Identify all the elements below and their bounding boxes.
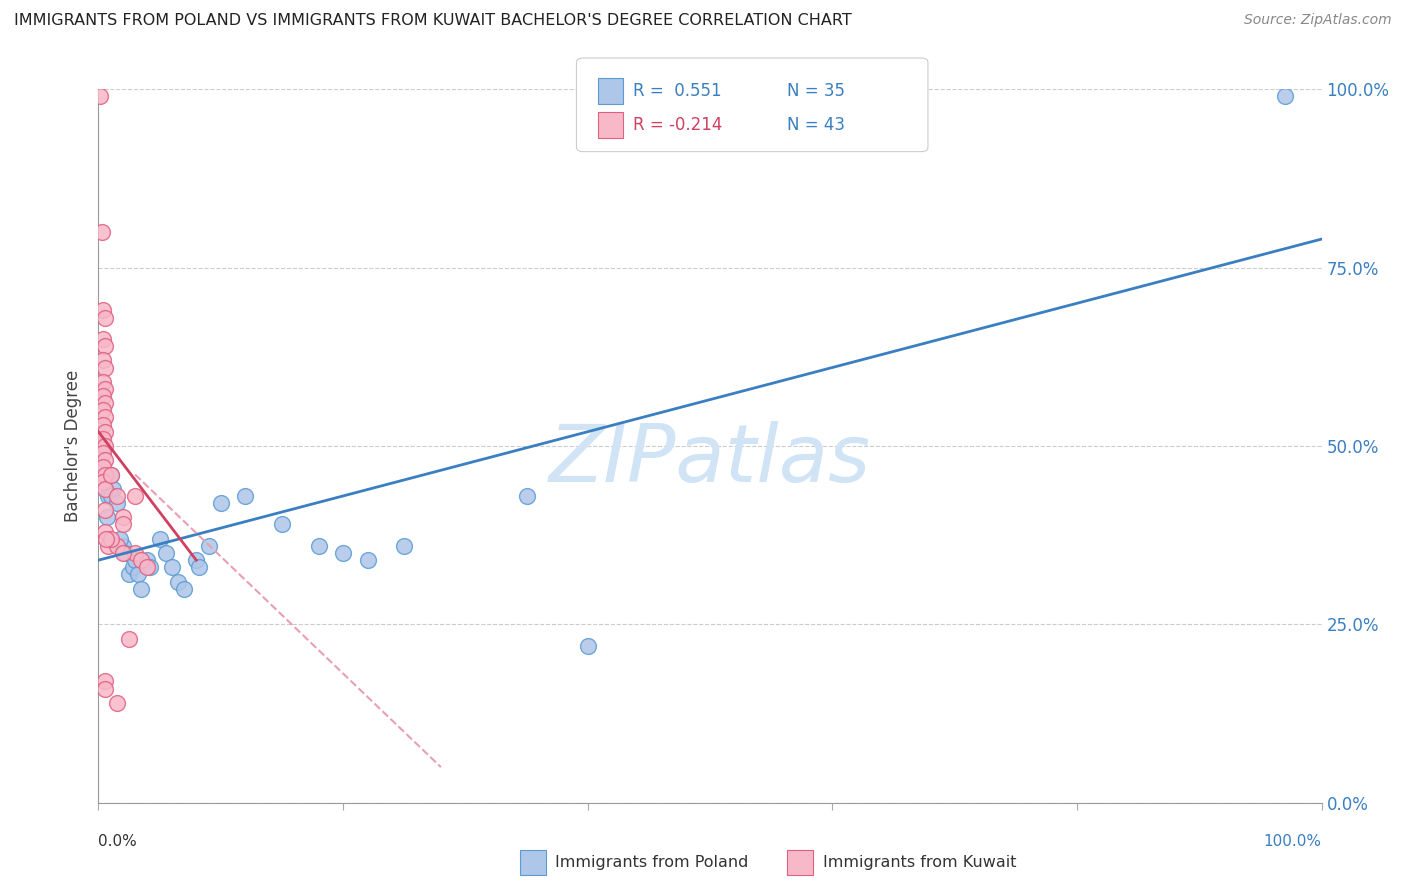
Point xyxy=(124,553,146,567)
Point xyxy=(96,510,118,524)
Point xyxy=(93,410,115,425)
Point xyxy=(111,517,134,532)
Point xyxy=(209,496,232,510)
Point xyxy=(186,553,208,567)
Point xyxy=(91,389,114,403)
Point xyxy=(124,546,146,560)
Point xyxy=(93,482,115,496)
Text: Immigrants from Kuwait: Immigrants from Kuwait xyxy=(823,855,1017,870)
Point xyxy=(97,539,120,553)
Text: 100.0%: 100.0% xyxy=(1264,834,1322,849)
Text: Source: ZipAtlas.com: Source: ZipAtlas.com xyxy=(1244,13,1392,28)
Point xyxy=(91,446,114,460)
Point xyxy=(118,567,141,582)
Point xyxy=(93,524,115,539)
Point xyxy=(93,396,115,410)
Point xyxy=(91,353,114,368)
Point xyxy=(356,553,378,567)
Point xyxy=(233,489,256,503)
Point xyxy=(91,332,114,346)
Point xyxy=(308,539,330,553)
Text: Immigrants from Poland: Immigrants from Poland xyxy=(555,855,749,870)
Text: ZIPatlas: ZIPatlas xyxy=(548,421,872,500)
Point xyxy=(111,546,134,560)
Point xyxy=(332,546,354,560)
Point xyxy=(118,632,141,646)
Point xyxy=(1274,89,1296,103)
Point xyxy=(136,553,159,567)
Point xyxy=(91,432,114,446)
Point xyxy=(100,467,122,482)
Point xyxy=(155,546,177,560)
Point xyxy=(160,560,183,574)
Point xyxy=(187,560,209,574)
Point xyxy=(91,475,114,489)
Point xyxy=(124,489,146,503)
Y-axis label: Bachelor's Degree: Bachelor's Degree xyxy=(65,370,83,522)
Text: N = 35: N = 35 xyxy=(787,82,845,100)
Point xyxy=(516,489,538,503)
Text: N = 43: N = 43 xyxy=(787,116,845,134)
Text: 0.0%: 0.0% xyxy=(98,834,138,849)
Point xyxy=(167,574,190,589)
Point xyxy=(139,560,162,574)
Point xyxy=(93,674,115,689)
Point xyxy=(93,439,115,453)
Point xyxy=(111,539,134,553)
Point xyxy=(101,482,124,496)
Point xyxy=(105,489,128,503)
Point xyxy=(392,539,416,553)
Point xyxy=(93,360,115,375)
Point xyxy=(105,496,128,510)
Point xyxy=(93,467,115,482)
Point xyxy=(91,460,114,475)
Point xyxy=(173,582,195,596)
Point xyxy=(136,560,159,574)
Point xyxy=(149,532,172,546)
Point xyxy=(93,681,115,696)
Point xyxy=(576,639,599,653)
Point xyxy=(91,303,114,318)
Point xyxy=(93,453,115,467)
Point xyxy=(89,89,111,103)
Text: R =  0.551: R = 0.551 xyxy=(633,82,721,100)
Point xyxy=(114,546,136,560)
Point xyxy=(93,382,115,396)
Point xyxy=(270,517,294,532)
Point xyxy=(93,503,115,517)
Point xyxy=(100,489,122,503)
Point xyxy=(105,696,128,710)
Point xyxy=(111,510,134,524)
Point xyxy=(100,467,122,482)
Point xyxy=(100,532,122,546)
Point xyxy=(97,489,120,503)
Point xyxy=(91,403,114,417)
Point xyxy=(129,582,152,596)
Point xyxy=(105,539,128,553)
Point xyxy=(129,553,152,567)
Point xyxy=(93,425,115,439)
Point xyxy=(93,339,115,353)
Point xyxy=(91,375,114,389)
Point xyxy=(197,539,219,553)
Text: R = -0.214: R = -0.214 xyxy=(633,116,723,134)
Point xyxy=(110,532,132,546)
Point xyxy=(93,310,115,325)
Point xyxy=(91,417,114,432)
Point xyxy=(127,567,149,582)
Point xyxy=(93,482,115,496)
Point xyxy=(94,532,117,546)
Point xyxy=(91,225,114,239)
Text: IMMIGRANTS FROM POLAND VS IMMIGRANTS FROM KUWAIT BACHELOR'S DEGREE CORRELATION C: IMMIGRANTS FROM POLAND VS IMMIGRANTS FRO… xyxy=(14,13,852,29)
Point xyxy=(121,560,143,574)
